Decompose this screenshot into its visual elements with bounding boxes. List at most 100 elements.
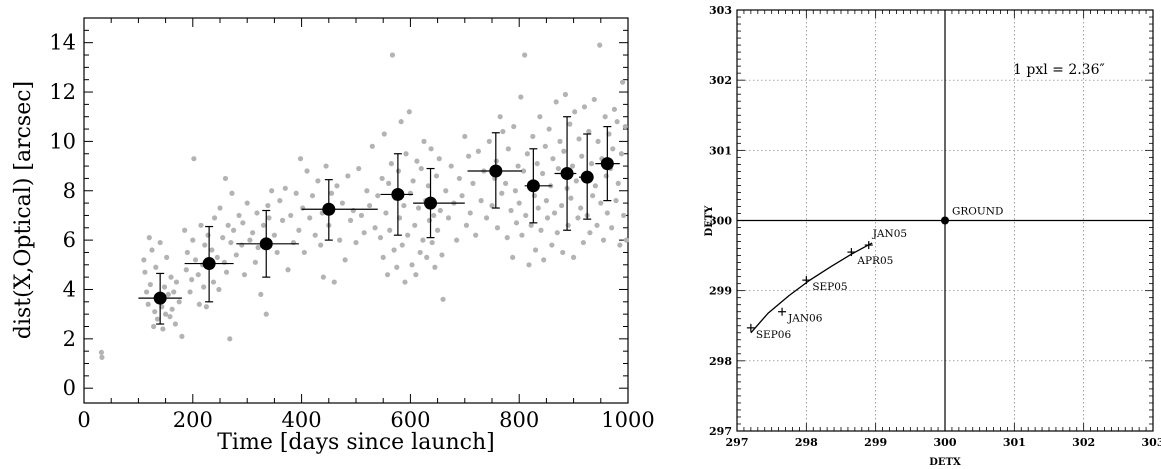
gray-point [277,198,283,204]
gray-point [421,138,427,144]
gray-point [184,249,190,256]
gray-point [293,190,299,196]
gray-point [439,252,445,258]
y-tick-label: 12 [49,80,76,104]
gray-point [98,349,105,356]
gray-point [611,106,618,112]
gray-point [347,217,354,223]
x-tick-label: 600 [390,408,430,432]
gray-point [367,202,373,209]
gray-point [217,205,223,211]
gray-point [571,254,577,260]
gray-point [598,200,604,206]
gray-point [592,183,598,189]
x-tick-label: 0 [77,408,90,432]
y-tick-label: 298 [709,355,732,368]
gray-point [618,151,625,157]
x-tick-label: 400 [282,408,322,432]
gray-point [428,146,434,152]
gray-point [233,252,239,258]
epoch-label: SEP05 [812,281,847,293]
gray-point [394,264,400,270]
gray-point [613,198,619,204]
gray-point [265,202,271,209]
gray-point [555,165,561,172]
gray-point [236,212,242,219]
right-tick-labels: 297 298 299 300 301 302 303 297 298 299 300 301 302 3… [709,4,1161,449]
gray-point [254,210,260,216]
gray-point [595,138,601,144]
gray-point [573,178,579,184]
gray-point [356,165,362,172]
gray-point [425,183,431,189]
gray-point [581,104,588,110]
gray-point [603,173,609,179]
gray-point [403,151,409,157]
gray-point [575,215,581,221]
gray-point [386,180,392,186]
left-gray-points [98,42,629,360]
y-tick-label: 10 [49,129,76,153]
gray-point [561,148,567,154]
x-tick-label: 200 [173,408,213,432]
gray-point [297,156,304,162]
gray-point [405,232,411,238]
ground-label: GROUND [952,206,1003,218]
y-tick-label: 2 [63,327,76,351]
gray-point [505,146,511,152]
gray-point [375,193,381,199]
gray-point [544,215,551,221]
left-binned-points [153,157,614,305]
gray-point [296,227,302,233]
gray-point [152,309,158,315]
gray-point [569,163,576,169]
gray-point [263,311,269,317]
right-x-axis-label: DETX [929,457,961,468]
ground-point [941,216,949,225]
gray-point [572,109,578,115]
gray-point [518,94,524,100]
left-plot-frame [83,17,629,404]
gray-point [225,222,231,228]
gray-point [227,336,233,342]
gray-point [554,230,560,236]
y-tick-label: 6 [63,228,76,252]
gray-point [196,301,202,307]
gray-point [244,200,250,206]
gray-point [216,286,222,293]
gray-point [269,188,275,194]
gray-point [209,247,215,253]
x-tick-label: 298 [795,436,818,449]
left-y-axis-label: dist(X,Optical) [arcsec] [11,81,36,339]
epoch-label: SEP06 [756,329,792,341]
gray-point [229,190,235,196]
gray-point [398,119,404,125]
gray-point [523,212,529,219]
gray-point [609,225,615,231]
gray-point [429,239,435,246]
gray-point [553,99,559,105]
gray-point [301,249,307,256]
x-tick-label: 299 [864,436,887,449]
gray-point [526,262,532,268]
gray-point [167,314,173,320]
gray-point [456,175,462,182]
left-ticks [83,17,629,403]
gray-point [431,212,437,219]
gray-point [383,210,389,216]
binned-point [391,187,405,201]
gray-point [483,215,490,221]
gray-point [532,247,539,253]
gray-point [550,156,556,162]
gray-point [443,188,449,194]
gray-point [420,237,426,243]
gray-point [369,143,375,149]
gray-point [499,190,505,196]
gray-point [384,272,391,278]
gray-point [331,279,337,285]
gray-point [470,180,476,186]
binned-point [153,291,167,305]
gray-point [252,259,258,265]
gray-point [191,156,197,162]
gray-point [567,121,573,127]
